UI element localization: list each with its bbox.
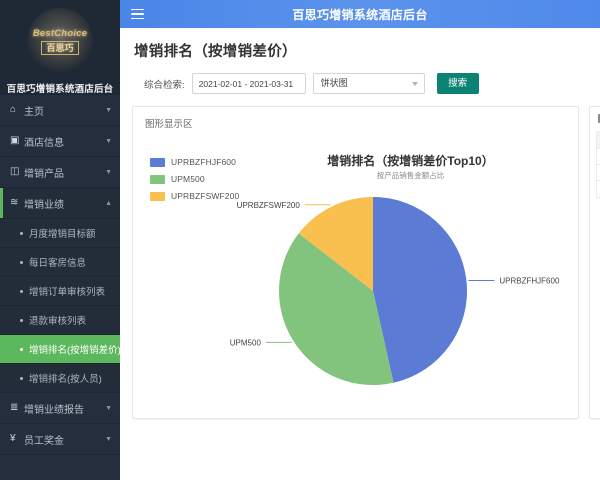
data-table: [596, 131, 600, 198]
chart-legend: UPRBZFHJF600 UPM500 UPRBZFSWF200: [150, 157, 239, 208]
sidebar: BestChoice 百思巧 百思巧增销系统酒店后台 ⌂ 主页 ▼ ▣ 酒店信息…: [0, 0, 120, 480]
panels-row: 图形显示区 UPRBZFHJF600 UPM500: [120, 94, 600, 419]
filter-label: 综合检索:: [144, 79, 185, 91]
legend-item[interactable]: UPRBZFHJF600: [150, 157, 239, 167]
sidebar-item-label: 增销业绩报告: [24, 404, 84, 416]
chart-type-value: 饼状图: [320, 78, 348, 88]
chevron-down-icon: [411, 81, 418, 86]
sidebar-subitem-rank-by-price[interactable]: 增销排名(按增销差价): [0, 335, 120, 364]
chart-title: 增销排名（按增销差价Top10）: [327, 154, 494, 168]
chart-type-select[interactable]: 饼状图: [312, 73, 425, 94]
chart-icon: ≋: [10, 197, 19, 208]
chevron-up-icon: ▲: [105, 199, 112, 207]
table-row[interactable]: [597, 165, 600, 181]
sidebar-item-performance-report[interactable]: ≣ 增销业绩报告 ▼: [0, 393, 120, 424]
chart-card: 图形显示区 UPRBZFHJF600 UPM500: [132, 106, 579, 419]
legend-item[interactable]: UPRBZFSWF200: [150, 191, 239, 201]
chevron-down-icon: ▼: [105, 106, 112, 114]
sidebar-subitem-order-review[interactable]: 增销订单审核列表: [0, 277, 120, 306]
chart-subtitle: 按产品销售金额占比: [376, 171, 445, 180]
sidebar-item-label: 主页: [24, 106, 44, 118]
sidebar-item-label: 增销产品: [24, 168, 64, 180]
pie-chart: UPRBZFHJF600 UPM500 UPRBZFSWF200: [133, 130, 580, 415]
sidebar-item-label: 员工奖金: [24, 435, 64, 447]
hamburger-icon[interactable]: [131, 8, 144, 20]
table-card-header: [590, 107, 600, 123]
sidebar-item-label: 酒店信息: [24, 137, 64, 149]
sidebar-item-staff-bonus[interactable]: ¥ 员工奖金 ▼: [0, 424, 120, 455]
pie-chart-svg: UPRBZFHJF600 UPM500 UPRBZFSWF200: [230, 197, 560, 386]
bullet-icon: [20, 289, 23, 293]
date-range-input[interactable]: [191, 73, 306, 94]
sidebar-subitem-monthly-target[interactable]: 月度增销目标额: [0, 219, 120, 248]
hotel-icon: ▣: [10, 135, 20, 146]
bullet-icon: [20, 347, 23, 351]
pie-leader-lines: [265, 204, 495, 343]
pie-slice[interactable]: [279, 233, 394, 386]
sidebar-subitem-label: 月度增销目标额: [29, 229, 96, 240]
sidebar-nav: ⌂ 主页 ▼ ▣ 酒店信息 ▼ ◫ 增销产品 ▼ ≋ 增销业绩 ▲ 月: [0, 95, 120, 455]
sidebar-item-home[interactable]: ⌂ 主页 ▼: [0, 95, 120, 126]
chevron-down-icon: ▼: [105, 137, 112, 145]
chart-panel-title: 图形显示区: [145, 119, 193, 130]
sidebar-subitem-label: 每日客房信息: [29, 258, 87, 269]
sidebar-subitem-rank-by-staff[interactable]: 增销排名(按人员): [0, 364, 120, 393]
search-button[interactable]: 搜索: [436, 73, 479, 94]
content-area: 增销排名（按增销差价） 综合检索: 饼状图 搜索 图形显示区: [120, 28, 600, 480]
logo-icon: BestChoice 百思巧: [27, 8, 93, 74]
bullet-icon: [20, 318, 23, 322]
pie-slices: [279, 197, 468, 386]
sidebar-item-hotel-info[interactable]: ▣ 酒店信息 ▼: [0, 126, 120, 157]
pie-slice[interactable]: [373, 197, 468, 383]
pie-slice[interactable]: [298, 197, 373, 291]
sidebar-subitem-label: 增销订单审核列表: [29, 287, 106, 298]
sidebar-item-label: 增销业绩: [24, 199, 64, 211]
page-header: 增销排名（按增销差价） 综合检索: 饼状图 搜索: [120, 28, 600, 94]
top-bar: 百思巧增销系统酒店后台: [120, 0, 600, 28]
sidebar-subitem-daily-rooms[interactable]: 每日客房信息: [0, 248, 120, 277]
bullet-icon: [20, 376, 23, 380]
table-card: [589, 106, 600, 419]
sidebar-subitem-label: 增销排名(按人员): [29, 374, 102, 385]
sidebar-subitem-label: 增销排名(按增销差价): [29, 345, 120, 356]
legend-label: UPRBZFHJF600: [171, 157, 236, 167]
sidebar-subitem-label: 退款审核列表: [29, 316, 87, 327]
legend-swatch: [150, 191, 165, 201]
report-icon: ≣: [10, 402, 19, 413]
pie-slice-label: UPRBZFHJF600: [499, 277, 560, 286]
bullet-icon: [20, 260, 23, 264]
legend-swatch: [150, 174, 165, 184]
legend-swatch: [150, 157, 165, 167]
pie-slice-label: UPRBZFSWF200: [237, 201, 301, 210]
chevron-down-icon: ▼: [105, 435, 112, 443]
app-title: 百思巧增销系统酒店后台: [292, 7, 428, 22]
filter-toolbar: 综合检索: 饼状图 搜索: [134, 73, 586, 94]
table-header-row: [597, 132, 600, 149]
bullet-icon: [20, 231, 23, 235]
table-row[interactable]: [597, 149, 600, 165]
yuan-icon: ¥: [10, 433, 16, 444]
legend-label: UPM500: [171, 174, 205, 184]
logo-badge: 百思巧: [41, 40, 79, 55]
logo-wordmark: BestChoice: [32, 27, 88, 39]
pie-slice-label: UPM500: [230, 338, 262, 347]
sidebar-item-performance[interactable]: ≋ 增销业绩 ▲: [0, 188, 120, 219]
sidebar-item-products[interactable]: ◫ 增销产品 ▼: [0, 157, 120, 188]
pie-slice-labels: UPRBZFHJF600 UPM500 UPRBZFSWF200: [230, 201, 560, 348]
legend-item[interactable]: UPM500: [150, 174, 239, 184]
chevron-down-icon: ▼: [105, 168, 112, 176]
main-area: 百思巧增销系统酒店后台 增销排名（按增销差价） 综合检索: 饼状图 搜索: [120, 0, 600, 480]
brand-title: 百思巧增销系统酒店后台: [6, 84, 114, 95]
brand-header: BestChoice 百思巧 百思巧增销系统酒店后台: [0, 0, 120, 95]
legend-label: UPRBZFSWF200: [171, 191, 240, 201]
table-icon: [598, 114, 600, 123]
sidebar-subitem-refund-review[interactable]: 退款审核列表: [0, 306, 120, 335]
product-icon: ◫: [10, 166, 20, 177]
home-icon: ⌂: [10, 104, 17, 115]
chevron-down-icon: ▼: [105, 404, 112, 412]
page-title: 增销排名（按增销差价）: [134, 44, 297, 60]
